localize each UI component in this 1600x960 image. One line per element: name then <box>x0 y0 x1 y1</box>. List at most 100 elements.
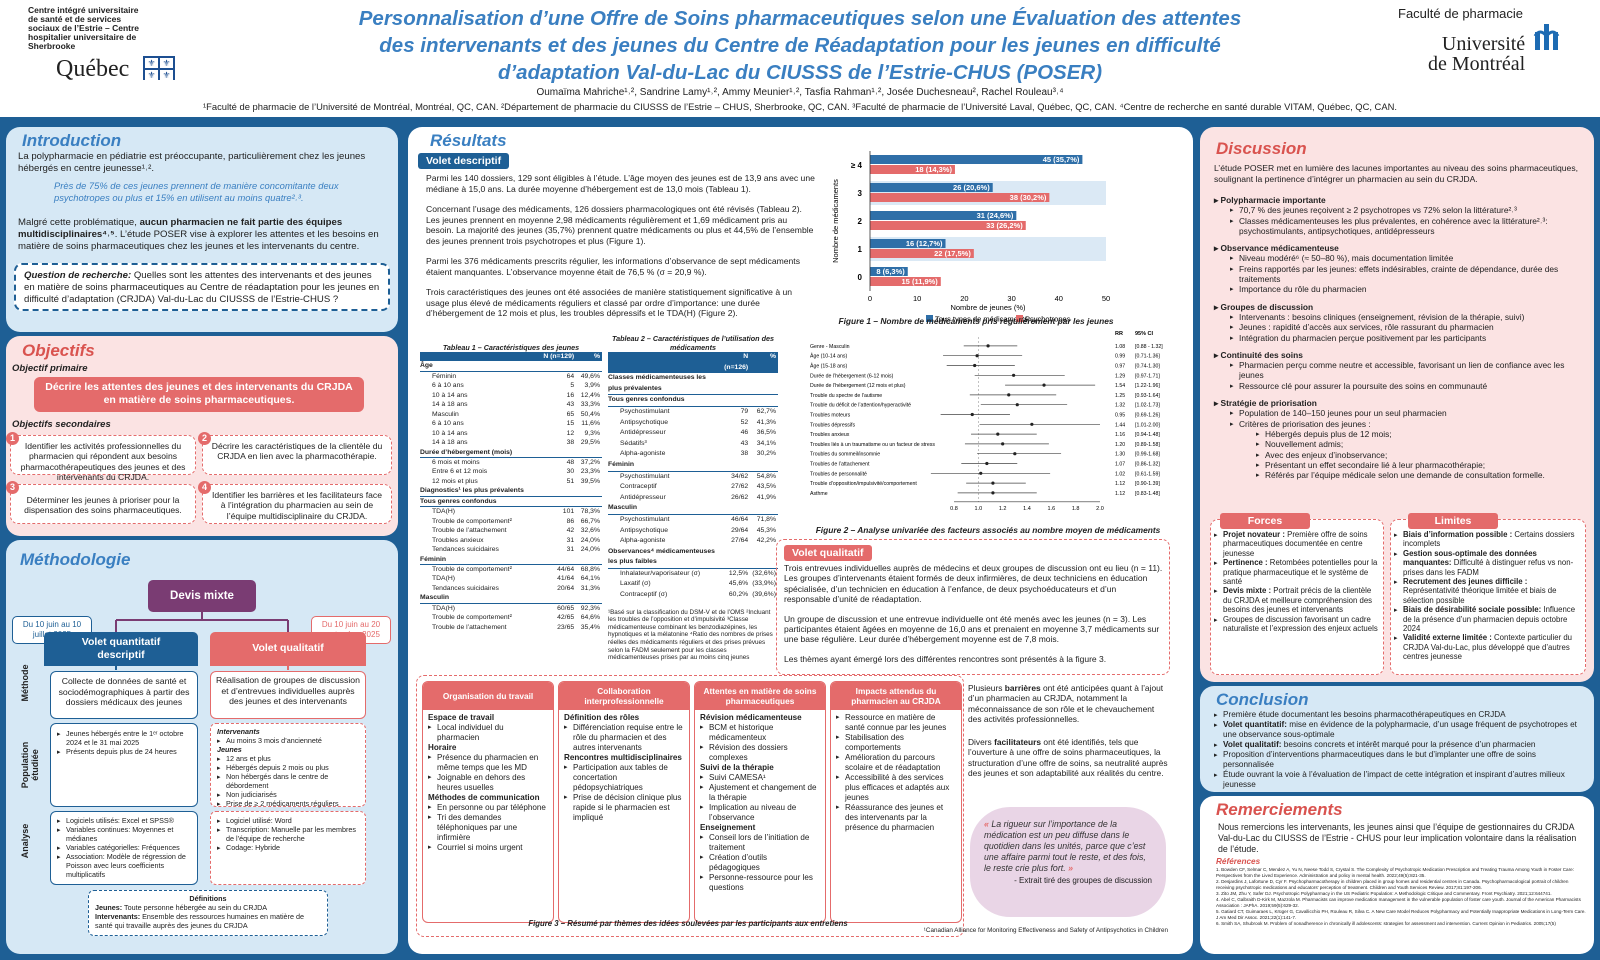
limites-item: Recrutement des jeunes difficile : Repré… <box>1394 577 1582 605</box>
fig2-row-label: Âge (10-14 ans) <box>810 353 847 360</box>
table-1-cell-label: Féminin <box>420 554 538 565</box>
pop-right-h2: Jeunes <box>217 745 242 754</box>
analyse-left-1: Logiciels utilisés: Excel et SPSS® <box>57 816 191 826</box>
table-1-cell-label: 6 à 10 ans <box>432 382 464 390</box>
fig2-ci-value: [0.94-1.48] <box>1135 432 1160 438</box>
theme-item: ▸ Ajustement et changement de la thérapie <box>700 783 817 802</box>
table-1-row: 14 à 18 ans 43 33,3% <box>420 400 602 409</box>
table-1-cell-pct: 3,9% <box>584 382 601 390</box>
discussion-item: Ressource clé pour assurer la poursuite … <box>1230 381 1586 393</box>
row-label-analyse: Analyse <box>20 823 30 859</box>
table-2-cell-label: Féminin <box>608 459 720 472</box>
discussion-item: Intégration du pharmacien perçue positiv… <box>1230 333 1586 345</box>
bullet-icon: ▸ <box>836 754 840 761</box>
table-1-cell-label: 10 à 14 ans <box>432 429 468 437</box>
theme-subheading: Révision médicamenteuse <box>700 713 802 722</box>
table-2-cell-label: Alpha-agoniste <box>620 537 666 545</box>
fig2-rr-value: 0.99 <box>1115 354 1125 360</box>
conclusion-item-text: Première étude documentant les besoins p… <box>1223 710 1506 719</box>
fig2-ci-value: [1.01-2.00] <box>1135 422 1160 428</box>
table-1-cell-n: 43 <box>566 401 575 409</box>
forces-item: Projet novateur : Première offre de soin… <box>1214 530 1382 558</box>
table-1-cell-pct: 35,4% <box>580 623 600 631</box>
table-2-cell-n <box>719 394 751 407</box>
bullet-icon: ▸ <box>564 724 568 731</box>
theme-card: Organisation du travail Espace de travail… <box>422 681 554 923</box>
table-2-cell-n: 46/64 <box>731 515 749 523</box>
table-1-row: 6 à 10 ans 5 3,9% <box>420 381 602 390</box>
pop-left-1: Jeunes hébergés entre le 1ᵉʳ octobre 202… <box>57 729 191 747</box>
bullet-icon: ▸ <box>836 714 840 721</box>
fig2-ci-value: [0.86-1.32] <box>1135 462 1160 468</box>
intro-heading: Introduction <box>22 131 122 150</box>
table-2-cell-label: Psychostimulant <box>620 472 670 480</box>
forces-item-text: Retombées potentielles pour la pratique … <box>1223 558 1378 587</box>
faculty-name: Faculté de pharmacie <box>1398 6 1524 21</box>
theme-heading: Attentes en matière de soins pharmaceuti… <box>695 682 825 710</box>
fig2-row-label: Troubles de personnalité <box>810 471 867 477</box>
table-1-row: Troubles anxieux 31 24,0% <box>420 536 602 545</box>
theme-card: Collaboration interprofessionnelle Défini… <box>558 681 690 923</box>
theme-heading: Organisation du travail <box>423 682 553 710</box>
intro-panel: Introduction La polypharmacie en pédiatr… <box>6 127 398 332</box>
table-2-cell-pct: 36,5% <box>756 429 776 437</box>
theme-heading: Collaboration interprofessionnelle <box>559 682 689 710</box>
facilitators-text: Divers facilitateurs ont été identifiés,… <box>968 737 1168 779</box>
fig2-row-label: Troubles de l’attachement <box>810 462 870 468</box>
table-2-row: Féminin <box>608 459 778 472</box>
qual-para-3: Les thèmes ayant émergé lors des différe… <box>784 653 1107 664</box>
table-1-row: Tendances suicidaires 20/64 31,3% <box>420 584 602 593</box>
table-2-row: Alpha-agoniste 27/64 42,2% <box>608 536 778 547</box>
table-1-cell-n: 60/65 <box>557 604 575 612</box>
table-1: Tableau 1 – Caractéristiques des jeunes … <box>420 343 602 632</box>
reference-item: 5. Gatiard CT, Guimaraes L, Krüger G, Ca… <box>1216 909 1586 920</box>
pop-right-2-5: Prise de ≥ 2 médicaments réguliers <box>217 799 359 809</box>
table-1-cell-pct: 37,2% <box>580 458 600 466</box>
discussion-item: Jeunes : rapidité d’accès aux services, … <box>1230 322 1586 334</box>
theme-subheading: Définition des rôles <box>564 713 640 722</box>
table-2-cell-n: 12,5% <box>728 569 749 577</box>
table-1-cell-pct: 68,8% <box>580 565 600 573</box>
title-line-2: des intervenants et des jeunes du Centre… <box>379 34 1221 57</box>
objectifs-panel: Objectifs Objectif primaire Décrire les … <box>6 336 398 536</box>
table-1-cell-label: Tous genres confondus <box>420 496 538 508</box>
table-1-cell-label: Âge <box>420 361 538 372</box>
figure-3-themes: Organisation du travail Espace de travail… <box>422 681 962 923</box>
table-1-cell-pct: 32,6% <box>580 527 600 535</box>
fig2-row-label: Asthme <box>810 491 828 497</box>
table-1-row: Masculin <box>420 593 602 604</box>
conclusion-item-label: Volet qualitatif: <box>1223 740 1282 749</box>
table-2-cell-pct <box>750 459 778 472</box>
fig2-rr-value: 1.29 <box>1115 373 1125 379</box>
fig2-point <box>1013 452 1017 456</box>
table-1-cell-label: TDA(H) <box>432 508 456 516</box>
intro-p2: Près de 75% de ces jeunes prennent de ma… <box>54 180 339 203</box>
table-1-cell-pct <box>576 496 602 508</box>
table-2-cell-pct: 34,1% <box>756 439 776 447</box>
table-1-cell-label: 14 à 18 ans <box>432 401 468 409</box>
primary-objective: Décrire les attentes des jeunes et des i… <box>34 377 364 412</box>
intro-p3-b: aucun pharmacien ne fait partie des équi… <box>18 217 343 240</box>
poster-title: Personnalisation d’une Offre de Soins ph… <box>340 5 1260 86</box>
table-1-cell-pct: 29,5% <box>580 439 600 447</box>
remerciements-heading: Remerciements <box>1216 800 1343 819</box>
table-1-cell-n <box>537 554 577 565</box>
fig2-row-label: Trouble du déficit de l’attention/hypera… <box>810 403 911 409</box>
conclusion-item: Proposition d’interventions pharmaceutiq… <box>1214 750 1586 770</box>
qualitatif-box <box>776 539 1170 675</box>
fig1-bar <box>870 239 946 248</box>
table-2-cell-pct: (39,6%) <box>752 591 776 599</box>
facil-b: facilitateurs <box>994 737 1042 747</box>
table-2-cell-n: 60,2% <box>728 591 749 599</box>
population-left: Jeunes hébergés entre le 1ᵉʳ octobre 202… <box>50 723 198 807</box>
fig1-legend-label: Psychotropes <box>1025 315 1071 324</box>
table-1-cell-n: 31 <box>566 536 575 544</box>
volet-quant-head: Volet quantitatif descriptif <box>44 632 198 666</box>
fig2-point <box>975 354 979 358</box>
figure-3-note: ¹Canadian Alliance for Monitoring Effect… <box>923 927 1168 934</box>
table-2-row: Antipsychotique 29/64 45,3% <box>608 526 778 537</box>
method-left: Collecte de données de santé et sociodém… <box>50 671 198 719</box>
fig2-ci-value: [0.69-1.26] <box>1135 413 1160 419</box>
quote-open-icon: « <box>984 819 989 829</box>
figure-2-caption: Figure 2 – Analyse univariée des facteur… <box>815 525 1161 535</box>
